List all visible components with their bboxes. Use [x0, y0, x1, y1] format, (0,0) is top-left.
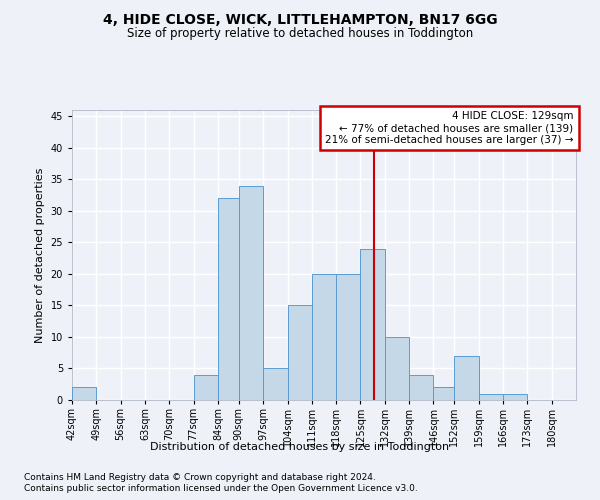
Bar: [361, 248, 385, 400]
Bar: [336, 274, 361, 400]
Bar: [479, 394, 503, 400]
Bar: [433, 388, 454, 400]
Bar: [72, 388, 97, 400]
Text: Size of property relative to detached houses in Toddington: Size of property relative to detached ho…: [127, 28, 473, 40]
Bar: [287, 306, 312, 400]
Bar: [454, 356, 479, 400]
Text: 4, HIDE CLOSE, WICK, LITTLEHAMPTON, BN17 6GG: 4, HIDE CLOSE, WICK, LITTLEHAMPTON, BN17…: [103, 12, 497, 26]
Bar: [385, 337, 409, 400]
Bar: [194, 375, 218, 400]
Text: Contains public sector information licensed under the Open Government Licence v3: Contains public sector information licen…: [24, 484, 418, 493]
Text: Distribution of detached houses by size in Toddington: Distribution of detached houses by size …: [151, 442, 449, 452]
Bar: [239, 186, 263, 400]
Bar: [409, 375, 433, 400]
Bar: [218, 198, 239, 400]
Bar: [312, 274, 336, 400]
Bar: [263, 368, 287, 400]
Bar: [503, 394, 527, 400]
Text: 4 HIDE CLOSE: 129sqm
← 77% of detached houses are smaller (139)
21% of semi-deta: 4 HIDE CLOSE: 129sqm ← 77% of detached h…: [325, 112, 574, 144]
Y-axis label: Number of detached properties: Number of detached properties: [35, 168, 45, 342]
Text: Contains HM Land Registry data © Crown copyright and database right 2024.: Contains HM Land Registry data © Crown c…: [24, 472, 376, 482]
